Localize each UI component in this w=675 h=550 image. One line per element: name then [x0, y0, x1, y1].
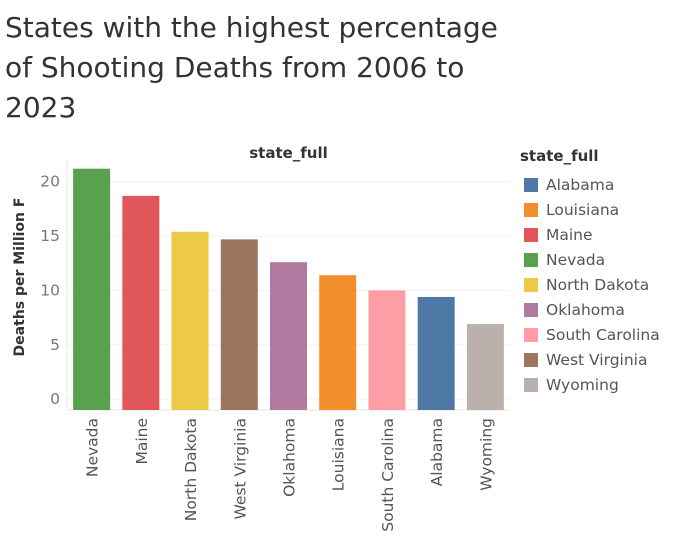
x-tick-label: Alabama: [428, 418, 446, 486]
legend-swatch: [524, 177, 538, 192]
legend-swatch: [524, 202, 538, 217]
x-tick-label: West Virginia: [231, 418, 249, 519]
legend-label: Nevada: [546, 250, 606, 269]
x-tick-label: South Carolina: [379, 418, 397, 532]
x-tick-label: Wyoming: [477, 418, 495, 491]
y-tick-label: 5: [50, 336, 60, 354]
bar: [466, 324, 504, 410]
legend-label: Louisiana: [546, 200, 620, 219]
bar: [417, 296, 455, 410]
legend-item: Oklahoma: [520, 297, 670, 322]
legend-swatch: [524, 327, 538, 342]
bar: [220, 239, 258, 410]
x-tick-label: Nevada: [84, 418, 102, 477]
legend-item: Nevada: [520, 247, 670, 272]
legend-item: Maine: [520, 222, 670, 247]
legend-label: North Dakota: [546, 275, 650, 294]
legend-title: state_full: [520, 147, 599, 165]
y-tick-label: 10: [40, 281, 60, 299]
legend-label: South Carolina: [546, 325, 660, 344]
legend-item: Alabama: [520, 172, 670, 197]
legend-label: Wyoming: [546, 375, 619, 394]
legend-label: Oklahoma: [546, 300, 625, 319]
legend-label: Alabama: [546, 175, 615, 194]
bar: [319, 275, 357, 410]
legend-swatch: [524, 277, 538, 292]
x-tick-label: Louisiana: [330, 418, 348, 491]
y-tick-label: 15: [40, 227, 60, 245]
legend-label: Maine: [546, 225, 593, 244]
legend-swatch: [524, 252, 538, 267]
legend: state_full Alabama Louisiana Maine Nevada No…: [520, 147, 670, 397]
legend-swatch: [524, 377, 538, 392]
legend-item: Wyoming: [520, 372, 670, 397]
legend-swatch: [524, 227, 538, 242]
legend-item: North Dakota: [520, 272, 670, 297]
bar: [368, 290, 406, 410]
legend-item: Louisiana: [520, 197, 670, 222]
bar: [122, 195, 160, 410]
legend-item: South Carolina: [520, 322, 670, 347]
x-tick-label: Oklahoma: [281, 418, 299, 497]
bar: [270, 262, 307, 410]
legend-swatch: [524, 352, 538, 367]
panel-header: state_full: [249, 144, 328, 162]
legend-items: Alabama Louisiana Maine Nevada North Dakota O…: [520, 172, 670, 397]
y-tick-label: 0: [50, 390, 60, 408]
y-axis-label: Deaths per Million F: [12, 198, 28, 357]
y-tick-label: 20: [40, 173, 60, 191]
legend-label: West Virginia: [546, 350, 648, 369]
legend-swatch: [524, 302, 538, 317]
x-tick-label: Maine: [133, 418, 151, 465]
chart-title: States with the highest percentage of Sh…: [5, 11, 498, 124]
x-tick-label: North Dakota: [182, 418, 200, 521]
legend-item: West Virginia: [520, 347, 670, 372]
bar: [73, 168, 111, 410]
bar: [171, 231, 209, 410]
